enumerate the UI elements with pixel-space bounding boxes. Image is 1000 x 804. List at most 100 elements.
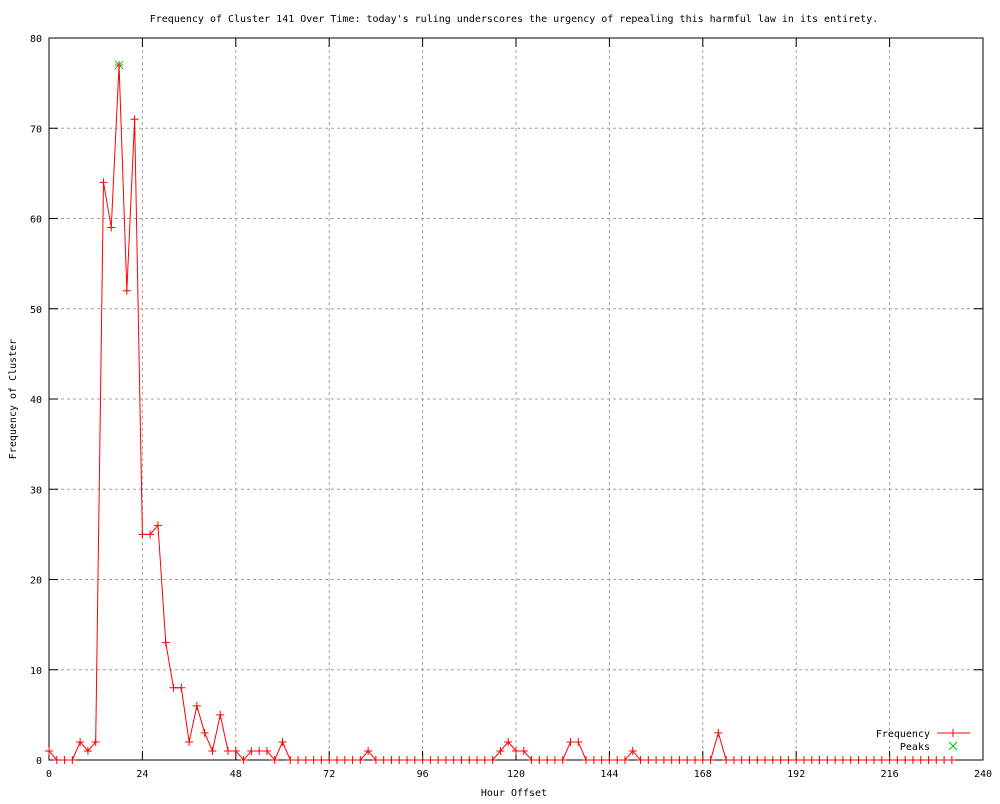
x-tick-label: 96 [417, 769, 429, 780]
frequency-point [309, 756, 318, 764]
x-tick-label: 24 [136, 769, 148, 780]
frequency-point [480, 756, 489, 764]
frequency-point [691, 756, 700, 764]
frequency-point [652, 756, 661, 764]
legend-label-frequency: Frequency [876, 729, 930, 740]
frequency-point [589, 756, 598, 764]
frequency-point [68, 756, 77, 764]
frequency-point [667, 756, 676, 764]
frequency-point [613, 756, 622, 764]
y-tick-label: 20 [30, 576, 42, 587]
frequency-point [356, 756, 365, 764]
frequency-point [597, 756, 606, 764]
plot-border [48, 37, 984, 761]
frequency-point [535, 756, 544, 764]
frequency-point [706, 756, 715, 764]
frequency-point [605, 756, 614, 764]
frequency-point [543, 756, 552, 764]
x-tick-label: 216 [881, 769, 899, 780]
frequency-point [138, 530, 147, 539]
frequency-point [620, 756, 629, 764]
y-axis-label: Frequency of Cluster [8, 339, 19, 459]
frequency-point [877, 756, 886, 764]
frequency-point [659, 756, 668, 764]
frequency-point [504, 737, 513, 746]
frequency-point [846, 756, 855, 764]
frequency-point [294, 756, 303, 764]
frequency-point [340, 756, 349, 764]
frequency-point [426, 756, 435, 764]
frequency-point [473, 756, 482, 764]
frequency-point [831, 756, 840, 764]
frequency-point [737, 756, 746, 764]
frequency-point [45, 746, 53, 755]
x-tick-label: 0 [46, 769, 52, 780]
y-tick-label: 0 [36, 756, 42, 767]
frequency-point [784, 756, 793, 764]
frequency-point [698, 756, 707, 764]
x-axis-label: Hour Offset [481, 788, 547, 799]
frequency-point [216, 710, 225, 719]
frequency-point [823, 756, 832, 764]
frequency-point [224, 746, 233, 755]
frequency-point [52, 756, 61, 764]
frequency-point [317, 756, 326, 764]
frequency-point [644, 756, 653, 764]
y-tick-label: 60 [30, 215, 42, 226]
peak-point [114, 60, 124, 70]
frequency-point [177, 683, 186, 692]
frequency-point [395, 756, 404, 764]
frequency-point [122, 286, 131, 295]
frequency-point [441, 756, 450, 764]
frequency-point [745, 756, 754, 764]
frequency-point [558, 756, 567, 764]
x-tick-label: 144 [600, 769, 618, 780]
frequency-point [574, 737, 583, 746]
x-tick-label: 72 [323, 769, 335, 780]
frequency-point [231, 746, 240, 755]
frequency-point [434, 756, 443, 764]
frequency-point [169, 683, 178, 692]
frequency-point [153, 521, 162, 530]
frequency-point [582, 756, 591, 764]
frequency-point [200, 728, 209, 737]
frequency-point [255, 746, 264, 755]
frequency-point [924, 756, 933, 764]
frequency-point [185, 737, 194, 746]
frequency-point [566, 737, 575, 746]
frequency-point [815, 756, 824, 764]
frequency-point [208, 746, 217, 755]
frequency-point [364, 746, 373, 755]
frequency-point [286, 756, 295, 764]
frequency-point [262, 746, 271, 755]
x-tick-label: 240 [974, 769, 992, 780]
frequency-point [192, 701, 201, 710]
legend-marker-frequency [949, 729, 957, 737]
frequency-point [870, 756, 879, 764]
frequency-point [916, 756, 925, 764]
frequency-point [893, 756, 902, 764]
frequency-point [449, 756, 458, 764]
frequency-point [901, 756, 910, 764]
frequency-point [792, 756, 801, 764]
frequency-point [161, 638, 170, 647]
y-tick-label: 70 [30, 124, 42, 135]
frequency-point [908, 756, 917, 764]
x-tick-label: 120 [507, 769, 525, 780]
frequency-line [48, 65, 952, 761]
x-tick-label: 48 [230, 769, 242, 780]
frequency-point [83, 746, 92, 755]
frequency-point [675, 756, 684, 764]
frequency-point [91, 737, 100, 746]
x-tick-label: 192 [787, 769, 805, 780]
frequency-point [628, 746, 637, 755]
frequency-point [348, 756, 357, 764]
frequency-point [403, 756, 412, 764]
frequency-point [270, 756, 279, 764]
legend-label-peaks: Peaks [900, 742, 930, 753]
x-tick-label: 168 [694, 769, 712, 780]
frequency-point [683, 756, 692, 764]
frequency-point [325, 756, 334, 764]
frequency-point [247, 746, 256, 755]
